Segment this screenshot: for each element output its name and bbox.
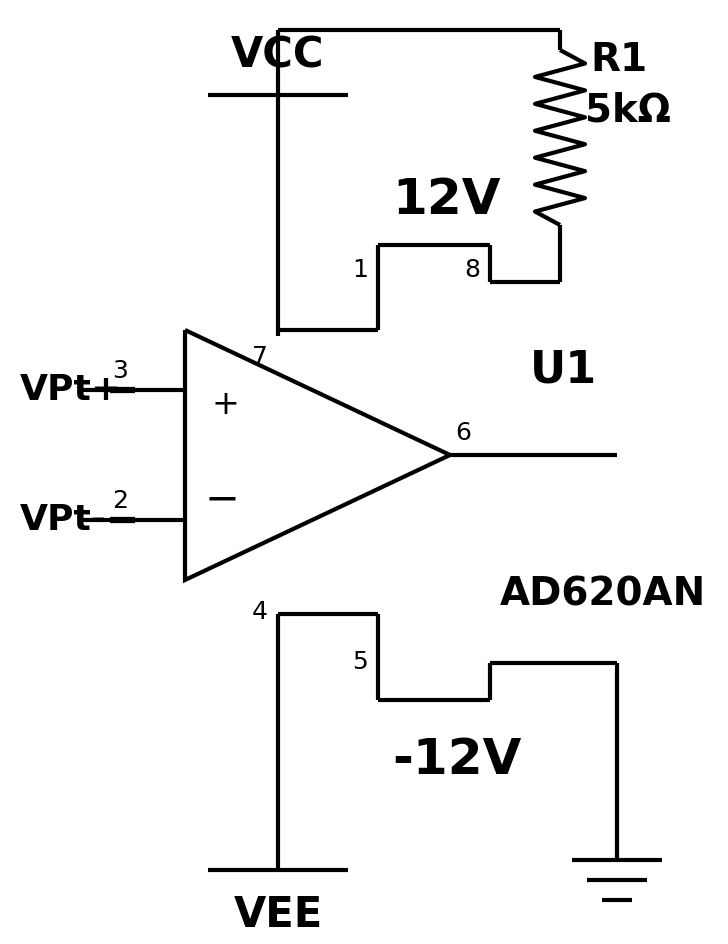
Text: -12V: -12V <box>392 736 521 784</box>
Text: VPt-: VPt- <box>20 503 107 537</box>
Text: 3: 3 <box>112 359 128 383</box>
Text: 6: 6 <box>455 421 471 445</box>
Text: VPt+: VPt+ <box>20 373 122 407</box>
Text: VCC: VCC <box>232 34 325 76</box>
Text: 7: 7 <box>252 345 268 369</box>
Text: 8: 8 <box>464 258 480 282</box>
Text: 1: 1 <box>352 258 368 282</box>
Text: 5kΩ: 5kΩ <box>585 91 671 129</box>
Text: 2: 2 <box>112 489 128 513</box>
Text: VEE: VEE <box>234 894 323 936</box>
Text: R1: R1 <box>590 41 647 79</box>
Text: 4: 4 <box>252 600 268 624</box>
Text: 12V: 12V <box>392 176 501 224</box>
Text: AD620AN: AD620AN <box>500 576 706 614</box>
Text: 5: 5 <box>352 650 368 674</box>
Text: −: − <box>205 479 240 521</box>
Text: +: + <box>211 389 239 422</box>
Text: U1: U1 <box>530 348 597 392</box>
